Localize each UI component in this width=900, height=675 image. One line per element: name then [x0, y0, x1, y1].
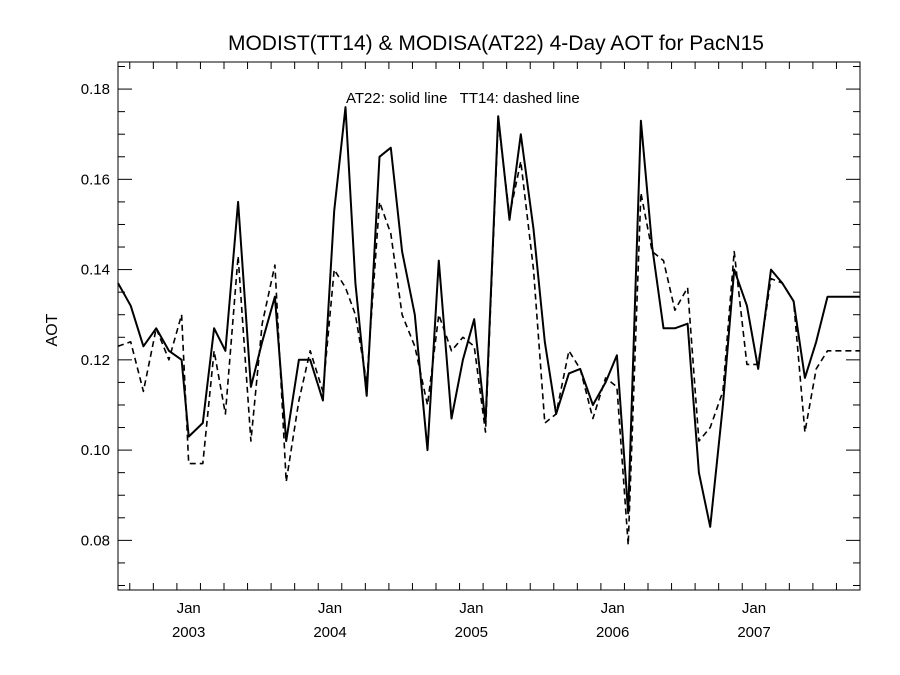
series-group: [117, 106, 860, 546]
series-line-at22: [117, 106, 860, 528]
y-tick-label: 0.18: [81, 81, 110, 98]
x-tick-month: Jan: [601, 600, 625, 617]
y-tick-label: 0.08: [81, 532, 110, 549]
x-tick-year: 2007: [737, 624, 770, 641]
series-line-tt14: [117, 119, 860, 546]
y-tick-label: 0.14: [81, 262, 110, 279]
x-tick-year: 2006: [596, 624, 629, 641]
plot-frame: [117, 61, 861, 591]
x-tick-year: 2004: [313, 624, 346, 641]
y-tick-label: 0.12: [81, 352, 110, 369]
y-tick-label: 0.16: [81, 171, 110, 188]
x-tick-year: 2005: [455, 624, 488, 641]
x-tick-year: 2003: [172, 624, 205, 641]
x-axis: Jan 2003 Jan 2004 Jan 2005 Jan 2006 Jan 2007: [129, 62, 861, 641]
annotation: AT22: solid line TT14: dashed line: [346, 90, 580, 107]
x-tick-month: Jan: [177, 600, 201, 617]
chart-title: MODIST(TT14) & MODISA(AT22) 4-Day AOT fo…: [228, 32, 764, 55]
y-axis: 0.08 0.10 0.12 0.14 0.16 0.18: [81, 66, 860, 586]
x-tick-month: Jan: [742, 600, 766, 617]
x-tick-month: Jan: [459, 600, 483, 617]
x-tick-month: Jan: [318, 600, 342, 617]
y-axis-label: AOT: [44, 313, 61, 346]
y-tick-label: 0.10: [81, 442, 110, 459]
